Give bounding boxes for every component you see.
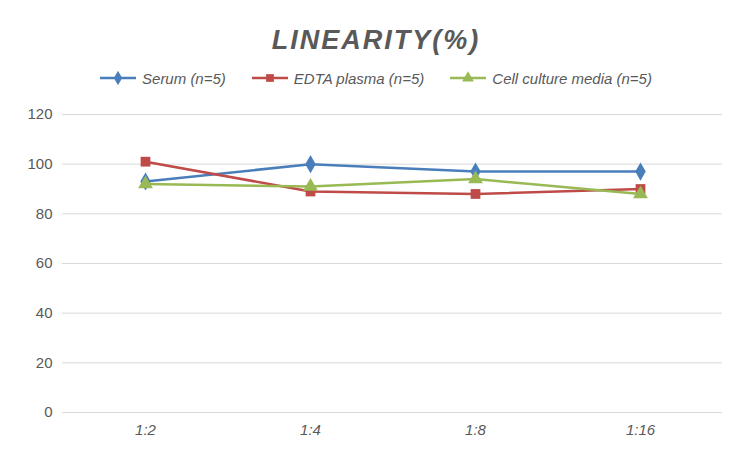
svg-text:0: 0 <box>44 403 52 420</box>
svg-text:1:4: 1:4 <box>300 421 321 438</box>
html-text:EDTA plasma (n=5): EDTA plasma (n=5) <box>293 69 425 87</box>
svg-text:1:8: 1:8 <box>465 421 487 438</box>
svg-text:1:16: 1:16 <box>626 421 656 438</box>
html-text:Serum (n=5): Serum (n=5) <box>142 69 226 87</box>
html-text:Cell culture media (n=5): Cell culture media (n=5) <box>492 69 652 87</box>
svg-text:40: 40 <box>36 304 53 321</box>
svg-text:100: 100 <box>27 155 52 172</box>
svg-text:60: 60 <box>36 254 53 271</box>
svg-text:80: 80 <box>36 205 53 222</box>
svg-text:20: 20 <box>36 354 53 371</box>
svg-text:1:2: 1:2 <box>135 421 157 438</box>
svg-text:120: 120 <box>27 105 52 122</box>
html-text:LINEARITY(%): LINEARITY(%) <box>271 25 481 55</box>
